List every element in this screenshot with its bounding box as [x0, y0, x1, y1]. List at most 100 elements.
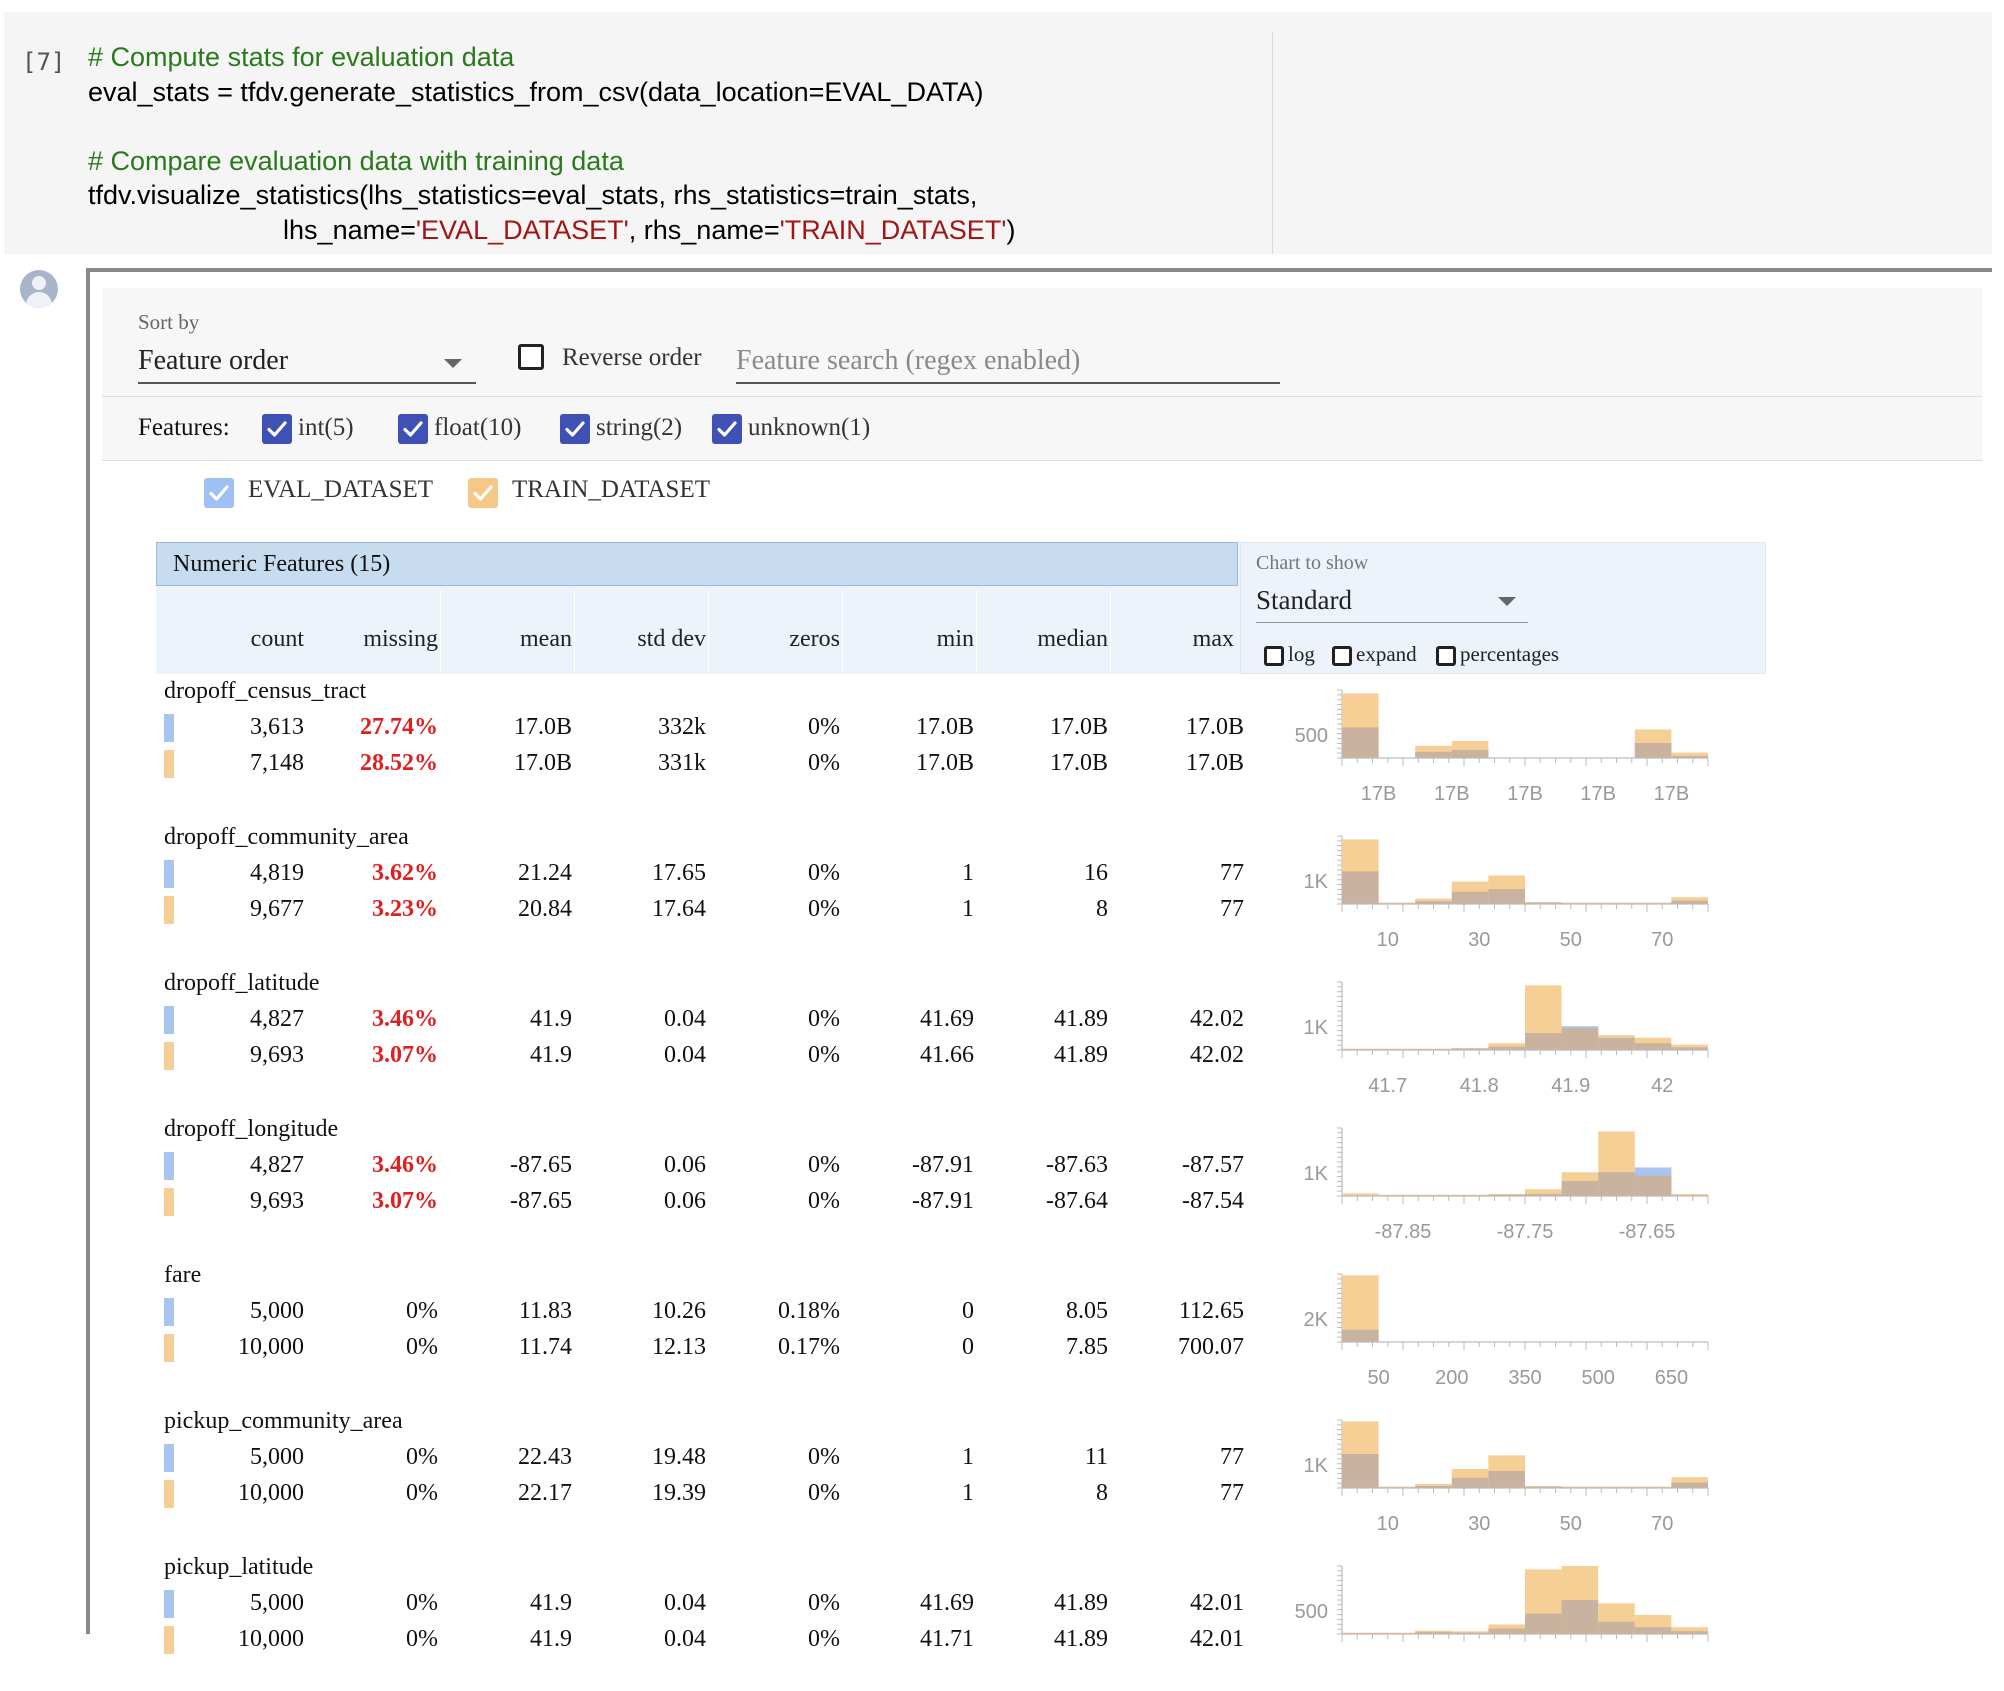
stat-value: 1	[962, 1480, 974, 1506]
stat-value: 17.0B	[1185, 750, 1244, 776]
column-divider	[842, 590, 843, 672]
dataset-legend-label: TRAIN_DATASET	[512, 476, 710, 503]
column-header[interactable]: count	[250, 626, 304, 652]
stat-value: 11.83	[518, 1298, 572, 1324]
stat-value: 112.65	[1178, 1298, 1244, 1324]
stat-value: 42.01	[1190, 1590, 1244, 1616]
x-tick-label: 17B	[1654, 783, 1690, 805]
histogram-bar-overlap	[1451, 1048, 1489, 1050]
histogram-bar-overlap	[1342, 871, 1379, 904]
train-swatch	[164, 1042, 174, 1070]
feature-histogram[interactable]: 500 17B 17B 17B 17B 17B	[1270, 680, 1730, 810]
chart-option-checkbox[interactable]	[1436, 646, 1456, 666]
column-header[interactable]: mean	[520, 626, 572, 652]
feature-type-label: string(2)	[596, 414, 683, 441]
numeric-features-title: Numeric Features (15)	[156, 542, 1238, 586]
histogram-svg: 1K 10 30 50 70	[1304, 835, 1709, 951]
stat-value: 28.52%	[360, 750, 438, 776]
histogram-svg: 1K 41.7 41.8 41.9 42	[1304, 981, 1709, 1097]
eval-swatch	[164, 860, 174, 888]
column-divider	[1110, 590, 1111, 672]
feature-histogram[interactable]: 1K 10 30 50 70	[1270, 1410, 1730, 1540]
x-tick-label: 500	[1582, 1367, 1615, 1389]
stat-value: 42.02	[1190, 1006, 1244, 1032]
code-cell[interactable]: [7] # Compute stats for evaluation data …	[4, 12, 1992, 254]
sort-by-dropdown[interactable]: Feature order	[138, 340, 476, 384]
feature-type-checkbox[interactable]	[398, 414, 428, 444]
feature-name[interactable]: pickup_community_area	[164, 1408, 403, 1434]
x-tick-label: 200	[1435, 1367, 1468, 1389]
histogram-bar-overlap	[1415, 901, 1452, 904]
stat-value: 0.17%	[778, 1334, 840, 1360]
histogram-bar-overlap	[1561, 1600, 1599, 1634]
stat-value: 3.46%	[372, 1152, 438, 1178]
code-string: 'EVAL_DATASET'	[415, 214, 629, 245]
stat-value: 8	[1096, 896, 1108, 922]
histogram-bar-overlap	[1525, 1033, 1562, 1050]
reverse-order-checkbox[interactable]	[518, 344, 544, 370]
feature-name[interactable]: dropoff_longitude	[164, 1116, 339, 1142]
column-header[interactable]: median	[1037, 626, 1108, 652]
stat-value: 0%	[406, 1444, 438, 1470]
stat-value: 700.07	[1178, 1334, 1244, 1360]
feature-type-checkbox[interactable]	[262, 414, 292, 444]
feature-histogram[interactable]: 1K 41.7 41.8 41.9 42	[1270, 972, 1730, 1102]
stat-value: 42.02	[1190, 1042, 1244, 1068]
histogram-bar-overlap	[1488, 1046, 1525, 1050]
stat-value: 17.0B	[1049, 714, 1108, 740]
histogram-bar-overlap	[1525, 902, 1562, 904]
stat-value: -87.54	[1182, 1188, 1244, 1214]
stat-value: -87.91	[912, 1152, 974, 1178]
feature-name[interactable]: pickup_latitude	[164, 1554, 314, 1580]
y-tick-label: 500	[1295, 1601, 1328, 1623]
chart-to-show-label: Chart to show	[1256, 552, 1369, 574]
feature-histogram[interactable]: 1K -87.85 -87.75 -87.65	[1270, 1118, 1730, 1248]
dataset-legend-swatch[interactable]	[204, 478, 234, 508]
check-mark	[267, 421, 287, 437]
stat-value: 3.23%	[372, 896, 438, 922]
stat-value: 0%	[808, 1480, 840, 1506]
column-header[interactable]: missing	[363, 626, 438, 652]
feature-histogram[interactable]: 1K 10 30 50 70	[1270, 826, 1730, 956]
histogram-bar-overlap	[1634, 1627, 1672, 1634]
stat-value: -87.65	[510, 1152, 572, 1178]
feature-name[interactable]: dropoff_latitude	[164, 970, 320, 996]
feature-name[interactable]: dropoff_community_area	[164, 824, 409, 850]
column-header[interactable]: max	[1192, 626, 1234, 652]
column-divider	[440, 590, 441, 672]
feature-name[interactable]: dropoff_census_tract	[164, 678, 367, 704]
feature-name[interactable]: fare	[164, 1262, 202, 1288]
column-header[interactable]: std dev	[637, 626, 706, 652]
stat-value: 9,677	[250, 896, 304, 922]
stat-value: 1	[962, 1444, 974, 1470]
x-tick-label: 17B	[1580, 783, 1616, 805]
code-editor[interactable]: # Compute stats for evaluation data eval…	[88, 40, 1015, 247]
feature-type-checkbox[interactable]	[560, 414, 590, 444]
stat-value: 0%	[808, 750, 840, 776]
stat-value: 5,000	[250, 1590, 304, 1616]
dataset-legend-swatch[interactable]	[468, 478, 498, 508]
feature-search-input[interactable]	[736, 340, 1280, 384]
x-tick-label: 10	[1377, 929, 1399, 951]
stat-value: 1	[962, 860, 974, 886]
histogram-bar	[1671, 897, 1708, 904]
column-header[interactable]: min	[936, 626, 974, 652]
column-header[interactable]: zeros	[789, 626, 840, 652]
feature-histogram[interactable]: 2K 50 200 350 500 650	[1270, 1264, 1730, 1394]
feature-type-checkbox[interactable]	[712, 414, 742, 444]
histogram-bar-overlap	[1451, 1477, 1489, 1488]
feature-histogram[interactable]: 500	[1270, 1556, 1730, 1686]
chart-option-checkbox[interactable]	[1264, 646, 1284, 666]
stat-value: 17.0B	[1049, 750, 1108, 776]
stat-value: 8.05	[1066, 1298, 1108, 1324]
histogram-bar-overlap	[1671, 1482, 1708, 1488]
stat-value: 77	[1220, 896, 1244, 922]
histogram-bar	[1671, 752, 1708, 758]
chart-option-checkbox[interactable]	[1332, 646, 1352, 666]
stat-value: 17.65	[652, 860, 706, 886]
chart-to-show-dropdown[interactable]: Standard	[1256, 580, 1528, 623]
stat-value: 0%	[406, 1334, 438, 1360]
x-tick-label: -87.65	[1619, 1221, 1676, 1243]
stat-value: 0.04	[664, 1626, 706, 1652]
stat-value: 0%	[808, 1152, 840, 1178]
